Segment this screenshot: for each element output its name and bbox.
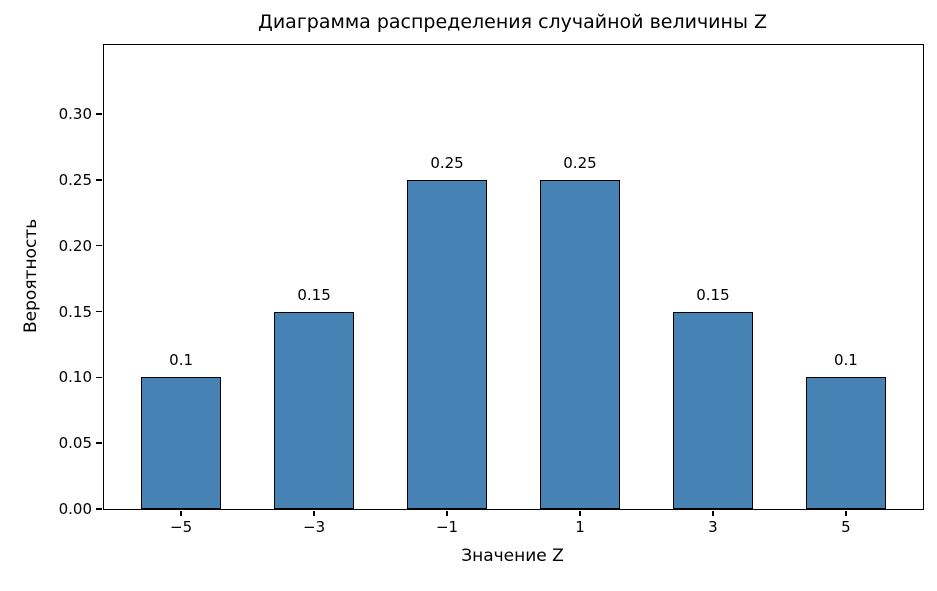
bar [673,311,753,509]
bar-value-label: 0.15 [297,285,331,304]
x-tick-mark [712,511,714,516]
bar-value-label: 0.25 [563,153,597,172]
y-tick-label: 0.15 [58,302,92,321]
y-tick-label: 0.10 [58,368,92,387]
bar-value-label: 0.1 [833,351,858,370]
x-tick-mark [845,511,847,516]
bar-value-label: 0.15 [696,285,730,304]
x-tick-mark [313,511,315,516]
bar [407,179,487,509]
x-tick-label: 3 [708,518,718,536]
y-tick-label: 0.20 [58,236,92,255]
x-tick-label: −3 [303,518,326,536]
bar [540,179,620,509]
y-tick-label: 0.25 [58,170,92,189]
bar [141,377,221,509]
y-tick-label: 0.30 [58,105,92,124]
y-tick-mark [96,113,102,115]
x-tick-label: −5 [170,518,193,536]
x-tick-mark [579,511,581,516]
bar-value-label: 0.25 [430,153,464,172]
x-tick-label: 5 [841,518,851,536]
y-tick-label: 0.05 [58,434,92,453]
plot-area: 0.1 −5 0.15 −3 0.25 −1 0.25 1 0.15 3 0.1 5 0.00 0.05 0… [59,44,924,536]
bar-value-label: 0.1 [169,351,194,370]
y-tick-label: 0.00 [58,500,92,518]
y-tick-mark [96,244,102,247]
x-tick-label: 1 [575,518,585,536]
y-tick-mark [96,508,102,510]
bar [274,311,354,509]
x-tick-mark [180,511,182,516]
y-tick-mark [96,310,102,313]
chart-title: Диаграмма распределения случайной величи… [257,11,767,33]
y-tick-mark [96,376,102,379]
x-tick-label: −1 [435,518,459,536]
y-tick-mark [96,442,102,444]
y-tick-mark [96,179,102,181]
bar [806,377,886,509]
x-axis-label: Значение Z [461,546,564,566]
x-tick-mark [446,511,448,516]
